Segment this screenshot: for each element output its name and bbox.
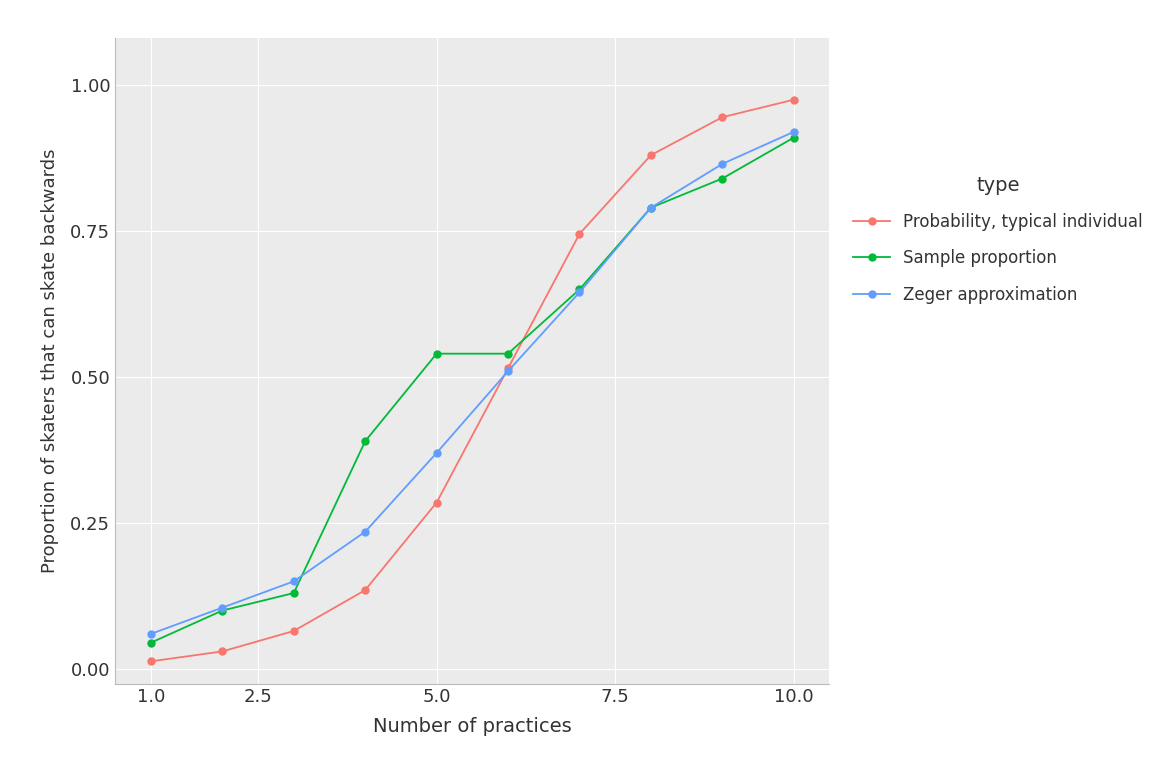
Zeger approximation xyxy=(430,449,444,458)
Sample proportion xyxy=(644,203,658,212)
Probability, typical individual xyxy=(144,657,158,666)
Line: Probability, typical individual: Probability, typical individual xyxy=(147,96,797,665)
Sample proportion xyxy=(787,133,801,142)
Zeger approximation xyxy=(715,159,729,168)
Zeger approximation xyxy=(215,603,229,612)
Probability, typical individual xyxy=(215,647,229,656)
Sample proportion xyxy=(573,285,586,294)
Zeger approximation xyxy=(644,203,658,212)
Zeger approximation xyxy=(501,366,515,376)
Sample proportion xyxy=(715,174,729,183)
Probability, typical individual xyxy=(430,498,444,507)
Sample proportion xyxy=(501,349,515,358)
Line: Zeger approximation: Zeger approximation xyxy=(147,128,797,637)
Sample proportion xyxy=(287,588,301,598)
Zeger approximation xyxy=(358,527,372,536)
Probability, typical individual xyxy=(644,151,658,160)
Sample proportion xyxy=(430,349,444,358)
Probability, typical individual xyxy=(501,364,515,373)
Zeger approximation xyxy=(787,127,801,137)
Probability, typical individual xyxy=(573,230,586,239)
Sample proportion xyxy=(358,437,372,446)
Sample proportion xyxy=(215,606,229,615)
Y-axis label: Proportion of skaters that can skate backwards: Proportion of skaters that can skate bac… xyxy=(41,149,59,573)
Legend: Probability, typical individual, Sample proportion, Zeger approximation: Probability, typical individual, Sample … xyxy=(847,169,1150,310)
Zeger approximation xyxy=(144,629,158,638)
Probability, typical individual xyxy=(287,627,301,636)
Probability, typical individual xyxy=(715,113,729,122)
Probability, typical individual xyxy=(787,95,801,104)
X-axis label: Number of practices: Number of practices xyxy=(373,717,571,737)
Zeger approximation xyxy=(573,288,586,297)
Sample proportion xyxy=(144,638,158,647)
Line: Sample proportion: Sample proportion xyxy=(147,134,797,646)
Zeger approximation xyxy=(287,577,301,586)
Probability, typical individual xyxy=(358,585,372,594)
